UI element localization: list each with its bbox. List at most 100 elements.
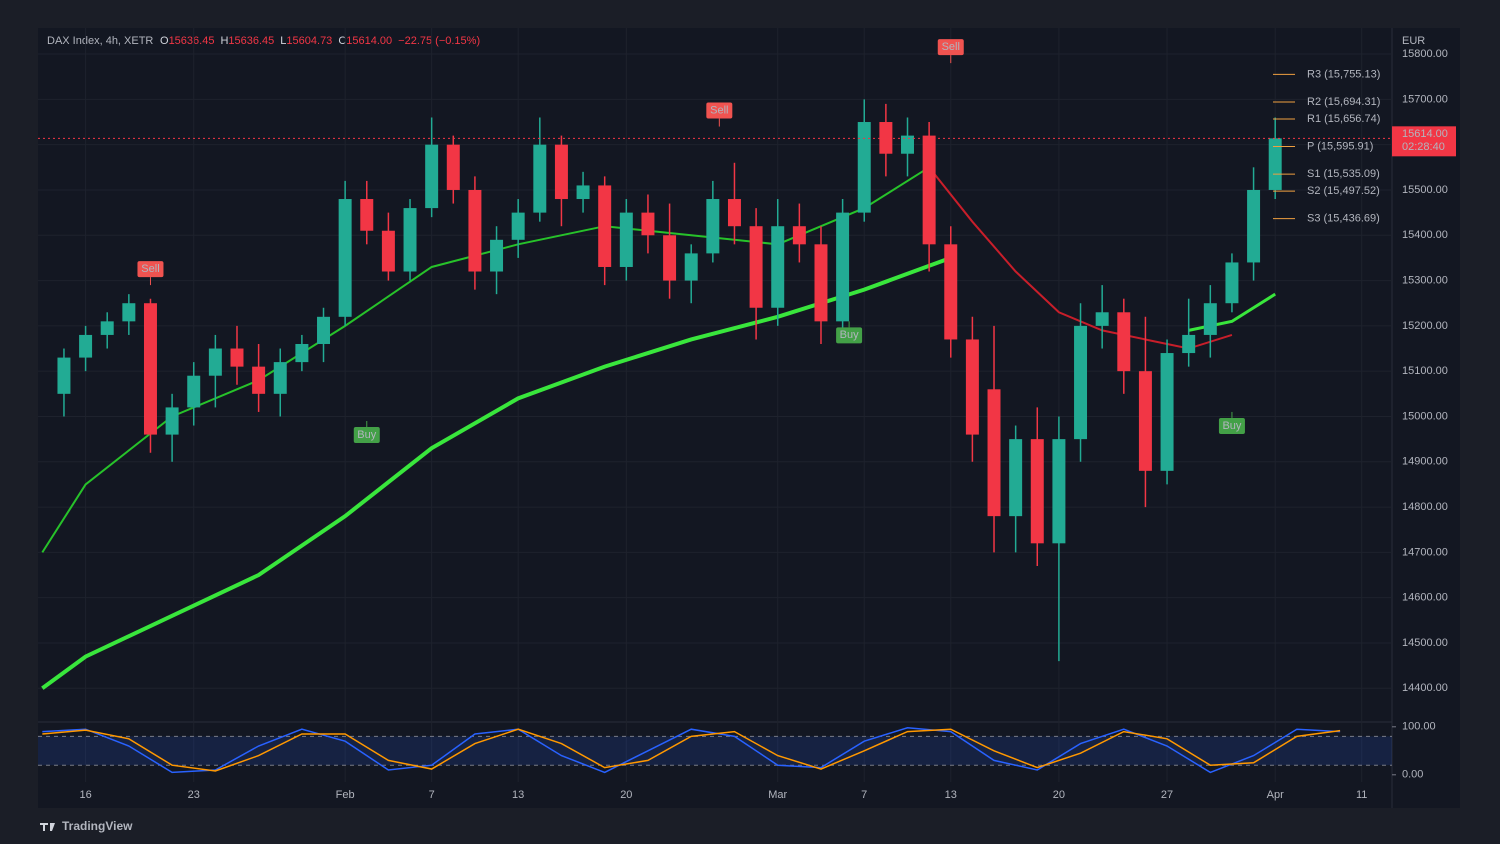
candle-body: [425, 144, 439, 209]
ohlc-open: 15636.45: [169, 35, 215, 47]
ohlc-low: 15604.73: [286, 35, 332, 47]
y-tick-label: 14900.00: [1402, 456, 1448, 468]
pivot-label: R3 (15,755.13): [1307, 68, 1380, 80]
candle-body: [57, 357, 71, 394]
candle-body: [1182, 334, 1196, 354]
signal-box: [137, 261, 164, 278]
candle-body: [122, 303, 136, 322]
x-tick-label: 27: [1161, 789, 1173, 801]
x-tick-label: Feb: [336, 789, 355, 801]
y-tick-label: 15800.00: [1402, 48, 1448, 60]
candle-body: [1138, 371, 1152, 471]
candle-body: [619, 212, 633, 267]
candle-body: [1052, 439, 1066, 544]
candle-body: [554, 144, 568, 200]
candle-body: [1160, 353, 1174, 471]
candle-body: [1009, 439, 1023, 517]
candle-body: [663, 235, 677, 281]
candle-body: [1117, 312, 1131, 372]
ohlc: O15636.45 H15636.45 L15604.73 C15614.00 −22.…: [160, 35, 480, 47]
x-tick-label: 20: [1053, 789, 1065, 801]
candle-body: [965, 339, 979, 435]
candle-body: [208, 348, 222, 376]
signal-label: Sell: [141, 263, 159, 275]
osc-tick-label: 0.00: [1402, 769, 1423, 781]
ohlc-high-label: H: [220, 35, 228, 47]
candle-body: [727, 199, 741, 227]
last-price-label: 15614.00: [1402, 128, 1448, 140]
moving-average: [41, 256, 952, 690]
signal-label: Sell: [710, 104, 728, 116]
y-tick-label: 15700.00: [1402, 93, 1448, 105]
candle-body: [143, 303, 157, 435]
y-tick-label: 15000.00: [1402, 410, 1448, 422]
y-tick-label: 14700.00: [1402, 546, 1448, 558]
signal-label: Sell: [942, 41, 960, 53]
signal-box: [706, 102, 733, 119]
candle-body: [684, 253, 698, 281]
candle-body: [922, 135, 936, 245]
ohlc-open-label: O: [160, 35, 169, 47]
osc-tick-label: 100.00: [1402, 721, 1436, 733]
candle-body: [187, 375, 201, 408]
candle-body: [857, 122, 871, 213]
y-tick-label: 14400.00: [1402, 682, 1448, 694]
candle-body: [511, 212, 525, 240]
candle-body: [576, 185, 590, 200]
candle-body: [79, 334, 93, 358]
symbol: DAX Index, 4h, XETR: [47, 35, 153, 47]
pivot-label: S3 (15,436.69): [1307, 213, 1380, 225]
candle-body: [381, 230, 395, 272]
x-tick-label: 23: [188, 789, 200, 801]
y-tick-label: 14600.00: [1402, 592, 1448, 604]
x-tick-label: 20: [620, 789, 632, 801]
x-tick-label: 7: [429, 789, 435, 801]
x-tick-label: 13: [512, 789, 524, 801]
x-tick-label: 16: [79, 789, 91, 801]
candle-body: [836, 212, 850, 322]
candle-body: [273, 362, 287, 394]
x-tick-label: Apr: [1267, 789, 1284, 801]
candle-body: [1225, 262, 1239, 304]
ohlc-close-label: C: [338, 35, 346, 47]
signal-label: Buy: [840, 329, 859, 341]
candle-body: [1095, 312, 1109, 326]
candle-body: [317, 316, 330, 344]
brand-logo[interactable]: [40, 823, 55, 831]
header: DAX Index, 4h, XETR O15636.45 H15636.45 L1…: [47, 35, 480, 47]
candle-body: [987, 389, 1001, 517]
candle-body: [230, 348, 244, 367]
y-tick-label: 15400.00: [1402, 229, 1448, 241]
candle-body: [1074, 325, 1088, 440]
candle-body: [360, 199, 374, 231]
candle-body: [533, 144, 547, 213]
y-tick-label: 14800.00: [1402, 501, 1448, 513]
signal-box: [937, 39, 964, 56]
candle-body: [598, 185, 612, 267]
candle-body: [1203, 303, 1217, 335]
y-tick-label: 15100.00: [1402, 365, 1448, 377]
brand[interactable]: TradingView: [62, 819, 133, 833]
candle-body: [446, 144, 460, 190]
x-tick-label: 13: [945, 789, 957, 801]
signal-box: [836, 327, 863, 344]
ohlc-close: 15614.00: [346, 35, 392, 47]
candle-body: [814, 244, 828, 322]
pivot-label: S1 (15,535.09): [1307, 168, 1380, 180]
candle-body: [403, 208, 417, 272]
candle-body: [792, 226, 806, 245]
y-tick-label: 15200.00: [1402, 320, 1448, 332]
y-tick-label: 14500.00: [1402, 637, 1448, 649]
candle-body: [944, 244, 958, 340]
candle-body: [1247, 189, 1261, 263]
candle-body: [490, 239, 504, 272]
x-tick-label: 7: [861, 789, 867, 801]
candle-body: [771, 226, 785, 308]
last-price-tag: [1392, 126, 1456, 157]
signal-box: [1218, 417, 1245, 434]
candle-body: [706, 199, 720, 254]
countdown: 02:28:40: [1402, 141, 1445, 153]
ohlc-high: 15636.45: [228, 35, 274, 47]
candle-body: [879, 122, 893, 154]
